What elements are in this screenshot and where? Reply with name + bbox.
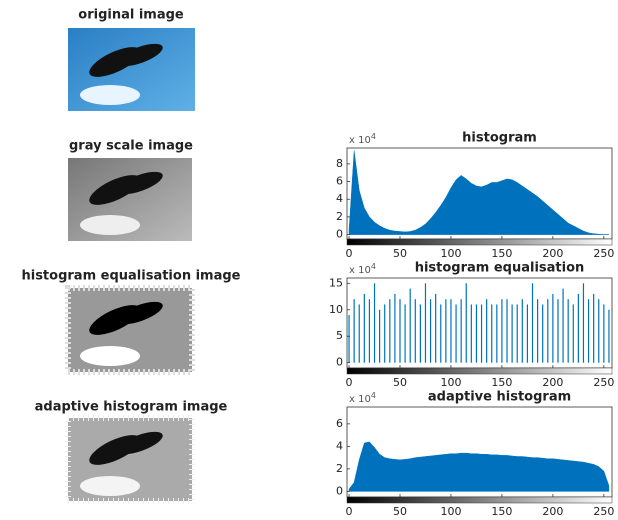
plot-frame [346, 277, 613, 369]
y-tick-label: 6 [336, 175, 343, 188]
y-multiplier-base: x 10 [349, 135, 371, 146]
y-tick-label: 0 [336, 228, 343, 241]
y-tick-label: 2 [336, 462, 343, 475]
histogram-area [348, 441, 610, 492]
histogram-area [348, 150, 609, 235]
x-tick-label: 50 [393, 247, 407, 260]
x-tick-label: 100 [440, 505, 461, 518]
x-tick-label: 200 [542, 247, 563, 260]
colorbar [346, 496, 613, 504]
y-tick-label: 6 [336, 417, 343, 430]
image [68, 28, 195, 111]
chart-title: adaptive histogram [428, 390, 571, 405]
y-multiplier: x 104 [349, 132, 376, 147]
y-tick-label: 4 [336, 192, 343, 205]
x-tick-label: 200 [542, 505, 563, 518]
x-tick-label: 150 [491, 505, 512, 518]
x-tick-label: 250 [593, 505, 614, 518]
x-tick-label: 0 [346, 247, 353, 260]
image-title: histogram equalisation image [21, 269, 240, 284]
x-tick-label: 0 [346, 376, 353, 389]
colorbar [346, 367, 613, 375]
y-multiplier-base: x 10 [349, 265, 371, 276]
chart-title: histogram equalisation [415, 261, 585, 276]
y-multiplier-base: x 10 [349, 394, 371, 405]
image-title: original image [78, 8, 184, 23]
x-tick-label: 100 [440, 376, 461, 389]
y-tick-label: 0 [336, 484, 343, 497]
image [68, 158, 192, 241]
image-title: gray scale image [69, 139, 193, 154]
y-multiplier-exponent: 4 [371, 262, 376, 271]
image [65, 285, 195, 375]
y-tick-label: 0 [336, 356, 343, 369]
x-tick-label: 100 [440, 247, 461, 260]
y-tick-label: 4 [336, 439, 343, 452]
x-tick-label: 150 [491, 376, 512, 389]
x-tick-label: 250 [593, 247, 614, 260]
x-tick-label: 150 [491, 247, 512, 260]
x-tick-label: 250 [593, 376, 614, 389]
y-multiplier-exponent: 4 [371, 391, 376, 400]
y-multiplier: x 104 [349, 262, 376, 277]
y-tick-label: 15 [329, 276, 343, 289]
x-tick-label: 200 [542, 376, 563, 389]
y-multiplier: x 104 [349, 391, 376, 406]
x-tick-label: 50 [393, 376, 407, 389]
y-tick-label: 8 [336, 157, 343, 170]
image-title: adaptive histogram image [35, 400, 228, 415]
y-tick-label: 10 [329, 303, 343, 316]
x-tick-label: 50 [393, 505, 407, 518]
x-tick-label: 0 [346, 505, 353, 518]
y-tick-label: 5 [336, 329, 343, 342]
chart-title: histogram [462, 131, 537, 146]
colorbar [346, 238, 613, 246]
y-tick-label: 2 [336, 210, 343, 223]
y-multiplier-exponent: 4 [371, 132, 376, 141]
image [65, 415, 195, 504]
